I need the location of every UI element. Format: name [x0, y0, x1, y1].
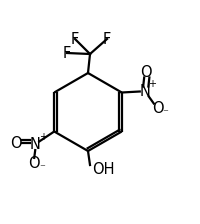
- Text: ⁻: ⁻: [162, 108, 168, 118]
- Text: O: O: [152, 101, 164, 116]
- Text: ⁻: ⁻: [39, 163, 45, 173]
- Text: N: N: [30, 137, 41, 152]
- Text: F: F: [71, 32, 79, 47]
- Text: O: O: [28, 156, 40, 171]
- Text: F: F: [63, 45, 71, 60]
- Text: N: N: [139, 84, 150, 99]
- Text: OH: OH: [92, 162, 114, 177]
- Text: +: +: [39, 132, 47, 142]
- Text: O: O: [10, 136, 22, 151]
- Text: F: F: [103, 32, 111, 47]
- Text: +: +: [148, 79, 156, 89]
- Text: O: O: [140, 65, 152, 80]
